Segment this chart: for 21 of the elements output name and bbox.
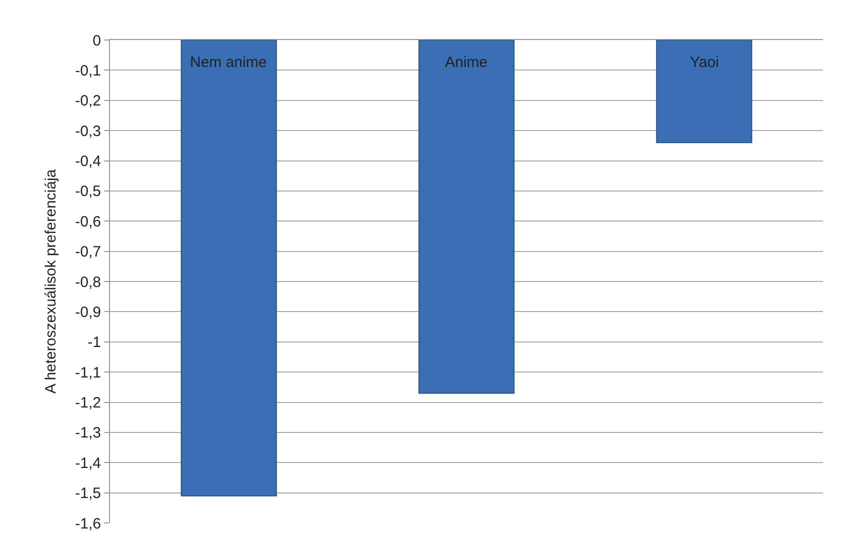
- y-tick-label: -1,2: [75, 394, 101, 412]
- y-tick-label: -1,5: [75, 485, 101, 502]
- y-tick-label: -0,7: [75, 244, 101, 261]
- y-tick-label: 0: [92, 32, 101, 50]
- y-tick-label: -1,6: [75, 515, 101, 532]
- y-tick-label: -0,9: [75, 304, 101, 321]
- y-tick-label: -0,8: [75, 274, 101, 291]
- y-tick-label: -0,1: [75, 62, 101, 80]
- y-tick-label: -1,1: [75, 364, 101, 382]
- y-tick-label: -0,6: [75, 213, 101, 230]
- y-tick-label: -1,3: [75, 424, 101, 442]
- y-tick-label: -1,4: [75, 454, 101, 472]
- y-tick-label: -0,5: [75, 183, 101, 200]
- y-tick-label: -0,3: [75, 122, 101, 140]
- x-tick-label: Anime: [445, 54, 488, 71]
- y-axis-title: A heteroszexuálisok preferenciája: [42, 168, 60, 394]
- y-tick-label: -1: [88, 334, 101, 352]
- y-tick-label: -0,4: [75, 153, 101, 170]
- x-tick-label: Yaoi: [690, 54, 719, 71]
- x-tick-label: Nem anime: [190, 54, 267, 71]
- y-tick-label: -0,2: [75, 92, 101, 110]
